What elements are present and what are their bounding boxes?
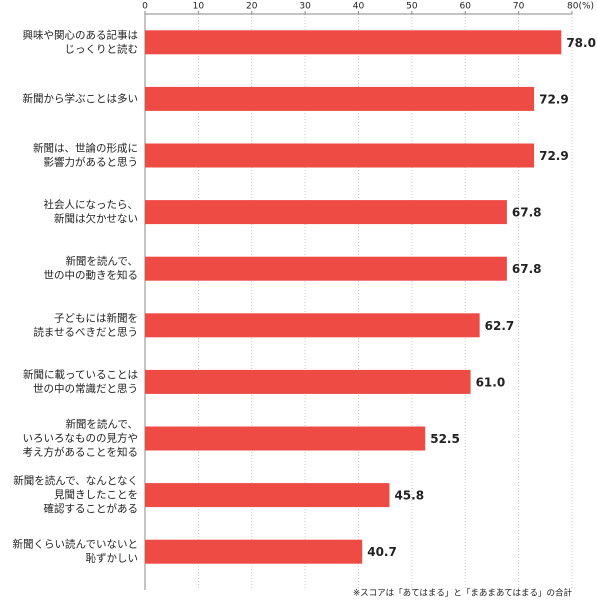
label-line: 興味や関心のある記事は xyxy=(23,28,139,41)
x-tick-label: 70 xyxy=(513,2,525,12)
value-label: 61.0 xyxy=(476,375,506,389)
value-label: 78.0 xyxy=(566,36,596,50)
value-label: 72.9 xyxy=(539,92,569,106)
x-tick-label: 30 xyxy=(299,2,311,12)
bar xyxy=(145,200,507,225)
label-line: 世の中の動きを知る xyxy=(44,269,139,282)
bar xyxy=(145,143,535,168)
bar xyxy=(145,86,535,111)
x-tick-label: 10 xyxy=(193,2,205,12)
x-tick-label: 20 xyxy=(246,2,258,12)
label-line: 新聞を読んで、 xyxy=(65,255,138,268)
y-tick-label: 新聞に載っていることは世の中の常識だと思う xyxy=(23,368,138,395)
label-line: 新聞は、世論の形成に xyxy=(33,142,138,155)
y-tick-label: 新聞は、世論の形成に影響力があると思う xyxy=(33,142,138,169)
value-label: 67.8 xyxy=(512,206,542,220)
value-label: 72.9 xyxy=(539,149,569,163)
value-label: 45.8 xyxy=(394,489,424,503)
label-line: 恥ずかしい xyxy=(86,553,139,565)
bar xyxy=(145,30,562,55)
label-line: 新聞くらい読んでいないと xyxy=(13,538,138,551)
y-tick-label: 興味や関心のある記事はじっくりと読む xyxy=(23,28,139,55)
label-line: 新聞は欠かせない xyxy=(54,212,138,225)
bar xyxy=(145,483,390,508)
y-tick-label: 新聞を読んで、なんとなく見聞きしたことを確認することがある xyxy=(13,474,138,515)
bar xyxy=(145,539,363,564)
label-line: 確認することがある xyxy=(44,502,139,515)
x-tick-label: 80(%) xyxy=(567,2,594,12)
label-line: 考え方があることを知る xyxy=(23,446,139,459)
x-tick-label: 50 xyxy=(406,2,418,12)
label-line: 新聞に載っていることは xyxy=(23,368,138,381)
x-tick-label: 0 xyxy=(142,2,148,12)
label-line: 社会人になったら、 xyxy=(44,198,139,211)
value-label: 52.5 xyxy=(430,432,460,446)
label-line: 新聞を読んで、なんとなく xyxy=(13,474,138,487)
y-tick-label: 社会人になったら、新聞は欠かせない xyxy=(44,198,139,225)
label-line: 見聞きしたことを xyxy=(54,489,138,501)
label-line: 影響力があると思う xyxy=(44,156,139,169)
bar xyxy=(145,256,507,281)
x-tick-label: 60 xyxy=(460,2,472,12)
y-tick-label: 子どもには新聞を読ませるべきだと思う xyxy=(33,311,138,338)
label-line: じっくりと読む xyxy=(65,42,139,55)
bar xyxy=(145,313,480,338)
value-label: 62.7 xyxy=(485,319,515,333)
label-line: 読ませるべきだと思う xyxy=(33,325,138,338)
y-tick-label: 新聞くらい読んでいないと恥ずかしい xyxy=(13,538,138,565)
footnote: ※スコアは「あてはまる」と「まあまあてはまる」の合計 xyxy=(353,588,572,599)
label-line: 新聞から学ぶことは多い xyxy=(23,92,139,105)
value-label: 40.7 xyxy=(367,545,397,559)
label-line: 子どもには新聞を xyxy=(54,311,138,324)
bar xyxy=(145,426,426,451)
y-tick-label: 新聞から学ぶことは多い xyxy=(23,92,139,105)
x-tick-label: 40 xyxy=(353,2,365,12)
y-tick-label: 新聞を読んで、いろいろなものの見方や考え方があることを知る xyxy=(23,418,139,459)
y-tick-label: 新聞を読んで、世の中の動きを知る xyxy=(44,255,139,282)
label-line: 世の中の常識だと思う xyxy=(33,382,138,395)
bar xyxy=(145,369,471,394)
label-line: 新聞を読んで、 xyxy=(65,418,138,431)
value-label: 67.8 xyxy=(512,262,542,276)
label-line: いろいろなものの見方や xyxy=(23,432,139,445)
